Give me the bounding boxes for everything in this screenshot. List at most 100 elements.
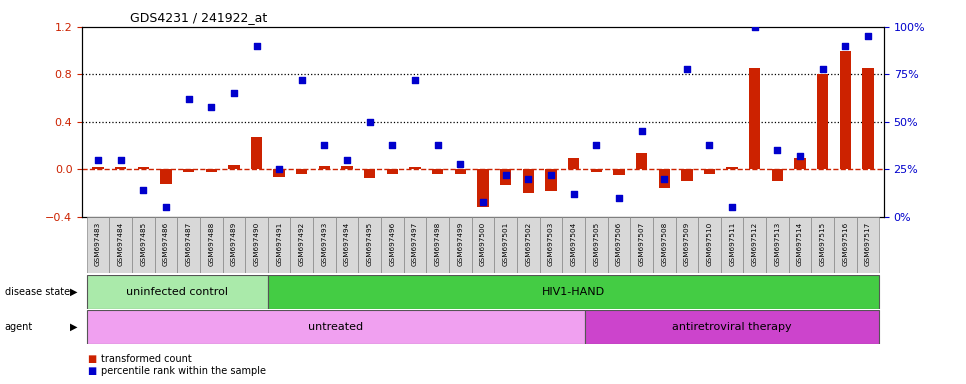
Text: GSM697487: GSM697487 <box>185 222 191 266</box>
Point <box>770 147 785 154</box>
Bar <box>766 217 789 273</box>
Text: GSM697488: GSM697488 <box>209 222 214 266</box>
Point <box>408 77 423 83</box>
Bar <box>540 217 562 273</box>
Text: GSM697486: GSM697486 <box>163 222 169 266</box>
Bar <box>358 217 381 273</box>
Text: GSM697491: GSM697491 <box>276 222 282 266</box>
Bar <box>291 217 313 273</box>
Bar <box>675 217 698 273</box>
Bar <box>268 217 291 273</box>
Text: GSM697511: GSM697511 <box>729 222 735 266</box>
Bar <box>811 217 834 273</box>
Bar <box>364 169 376 178</box>
Bar <box>477 169 489 207</box>
Text: GSM697495: GSM697495 <box>367 222 373 266</box>
Point <box>657 176 672 182</box>
Text: GSM697489: GSM697489 <box>231 222 237 266</box>
Bar <box>449 217 471 273</box>
Bar <box>613 169 625 175</box>
Point <box>521 176 536 182</box>
Bar <box>410 167 421 169</box>
Text: antiretroviral therapy: antiretroviral therapy <box>672 322 792 332</box>
Bar <box>839 51 851 169</box>
Point <box>204 104 219 110</box>
Point <box>362 119 378 125</box>
Bar <box>341 166 353 169</box>
Point <box>294 77 309 83</box>
Text: GSM697485: GSM697485 <box>140 222 146 266</box>
Bar <box>251 137 262 169</box>
Bar <box>653 217 675 273</box>
Text: GSM697504: GSM697504 <box>571 222 577 266</box>
Bar <box>857 217 879 273</box>
Bar <box>206 169 217 172</box>
Text: GSM697507: GSM697507 <box>639 222 644 266</box>
Text: GSM697502: GSM697502 <box>526 222 531 266</box>
Point <box>181 96 196 102</box>
Bar <box>137 167 149 169</box>
Bar <box>245 217 268 273</box>
Bar <box>698 217 721 273</box>
Bar <box>500 169 511 185</box>
Bar <box>789 217 811 273</box>
Text: GSM697506: GSM697506 <box>616 222 622 266</box>
Bar <box>721 217 744 273</box>
Bar <box>523 169 534 193</box>
Text: GSM697510: GSM697510 <box>706 222 713 266</box>
Bar <box>834 217 857 273</box>
Point <box>430 142 445 148</box>
Bar <box>273 169 285 177</box>
Point <box>135 187 151 194</box>
Bar <box>177 217 200 273</box>
Point <box>588 142 604 148</box>
Text: GSM697505: GSM697505 <box>593 222 599 266</box>
Bar <box>659 169 669 189</box>
Bar <box>183 169 194 172</box>
Bar <box>585 217 608 273</box>
Text: GSM697509: GSM697509 <box>684 222 690 266</box>
Text: untreated: untreated <box>308 322 363 332</box>
Bar <box>636 153 647 169</box>
Point <box>634 128 649 134</box>
Bar <box>630 217 653 273</box>
Text: GDS4231 / 241922_at: GDS4231 / 241922_at <box>130 12 268 25</box>
Text: ■: ■ <box>87 354 97 364</box>
Point <box>317 142 332 148</box>
Text: GSM697493: GSM697493 <box>322 222 327 266</box>
Point <box>249 43 265 49</box>
Point <box>611 195 627 201</box>
Text: GSM697501: GSM697501 <box>502 222 509 266</box>
Bar <box>455 169 466 174</box>
Bar <box>426 217 449 273</box>
Point <box>792 153 808 159</box>
Text: GSM697508: GSM697508 <box>661 222 668 266</box>
Text: GSM697490: GSM697490 <box>253 222 260 266</box>
Text: GSM697497: GSM697497 <box>412 222 418 266</box>
Text: ■: ■ <box>87 366 97 376</box>
Bar <box>132 217 155 273</box>
Bar <box>386 169 398 174</box>
Bar <box>495 217 517 273</box>
Point <box>861 33 876 40</box>
Text: ▶: ▶ <box>70 322 77 332</box>
Text: GSM697492: GSM697492 <box>298 222 305 266</box>
Bar <box>817 74 829 169</box>
Bar <box>87 310 585 344</box>
Bar <box>222 217 245 273</box>
Point <box>226 90 242 96</box>
Bar <box>545 169 556 191</box>
Bar <box>336 217 358 273</box>
Bar <box>681 169 693 181</box>
Point <box>815 66 831 72</box>
Bar <box>794 157 806 169</box>
Bar <box>93 167 103 169</box>
Point <box>566 191 582 197</box>
Point <box>701 142 717 148</box>
Bar <box>562 217 585 273</box>
Point <box>724 204 740 210</box>
Bar <box>585 310 879 344</box>
Bar <box>568 157 580 169</box>
Text: GSM697494: GSM697494 <box>344 222 350 266</box>
Text: agent: agent <box>5 322 33 332</box>
